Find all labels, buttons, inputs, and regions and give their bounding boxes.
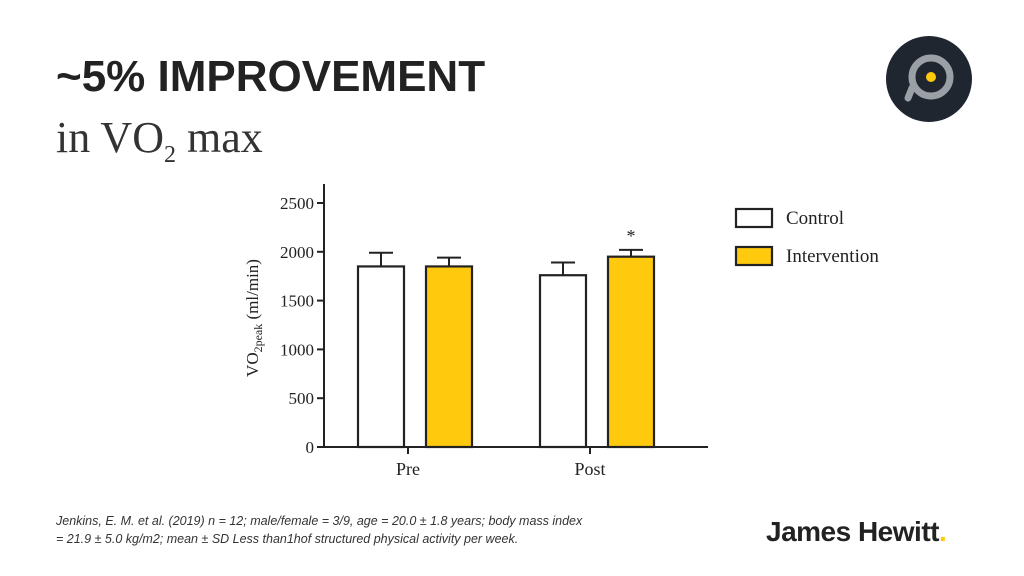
subtitle-prefix: in VO [56,113,164,162]
y-tick-label: 0 [306,438,315,457]
significance-asterisk: * [627,226,636,246]
brand-name: James Hewitt [766,516,939,547]
y-tick-label: 1000 [280,340,314,359]
legend-label-control: Control [786,208,844,229]
logo-dot [926,72,936,82]
logo-ring [908,54,954,100]
brand-logo-text: James Hewitt. [766,516,947,548]
subtitle-suffix: max [175,113,263,162]
y-tick-label: 2500 [280,194,314,213]
bar-chart: 0 500 1000 1500 2000 2500 VO2peak (ml/min) Pre… [243,184,879,479]
x-tick-label: Pre [396,459,420,479]
y-tick-label: 500 [289,389,315,408]
y-axis-label-suffix: (ml/min) [243,259,262,324]
citation-footnote: Jenkins, E. M. et al. (2019) n = 12; mal… [56,512,676,548]
y-tick-label: 2000 [280,243,314,262]
chart-labels: Pre Post * [396,226,636,479]
legend-swatch-control [734,207,774,229]
brand-dot: . [938,516,947,547]
footnote-line-1: Jenkins, E. M. et al. (2019) n = 12; mal… [56,514,583,528]
slide-title: ~5% IMPROVEMENT [56,52,486,101]
target-circle-icon [886,36,972,122]
legend-label-intervention: Intervention [786,246,879,267]
bar-control-pre [356,265,406,449]
footnote-line-2: = 21.9 ± 5.0 kg/m2; mean ± SD Less than1… [56,532,519,546]
legend-swatch-intervention [734,245,774,267]
bar-intervention-pre [424,265,474,449]
subtitle-subscript: 2 [163,142,176,168]
bar-intervention-post [606,255,656,449]
chart-bars [356,248,656,449]
slide-subtitle: in VO2 max [56,112,263,169]
y-axis-label: VO2peak (ml/min) [243,259,265,377]
bar-control-post [538,274,588,449]
chart-legend: Control Intervention [734,207,879,267]
y-tick-label: 1500 [280,292,314,311]
logo-ring-tail [904,84,916,102]
y-axis-label-prefix: VO [243,352,262,377]
y-axis-label-sub: 2peak [251,324,265,353]
x-tick-label: Post [574,459,605,479]
